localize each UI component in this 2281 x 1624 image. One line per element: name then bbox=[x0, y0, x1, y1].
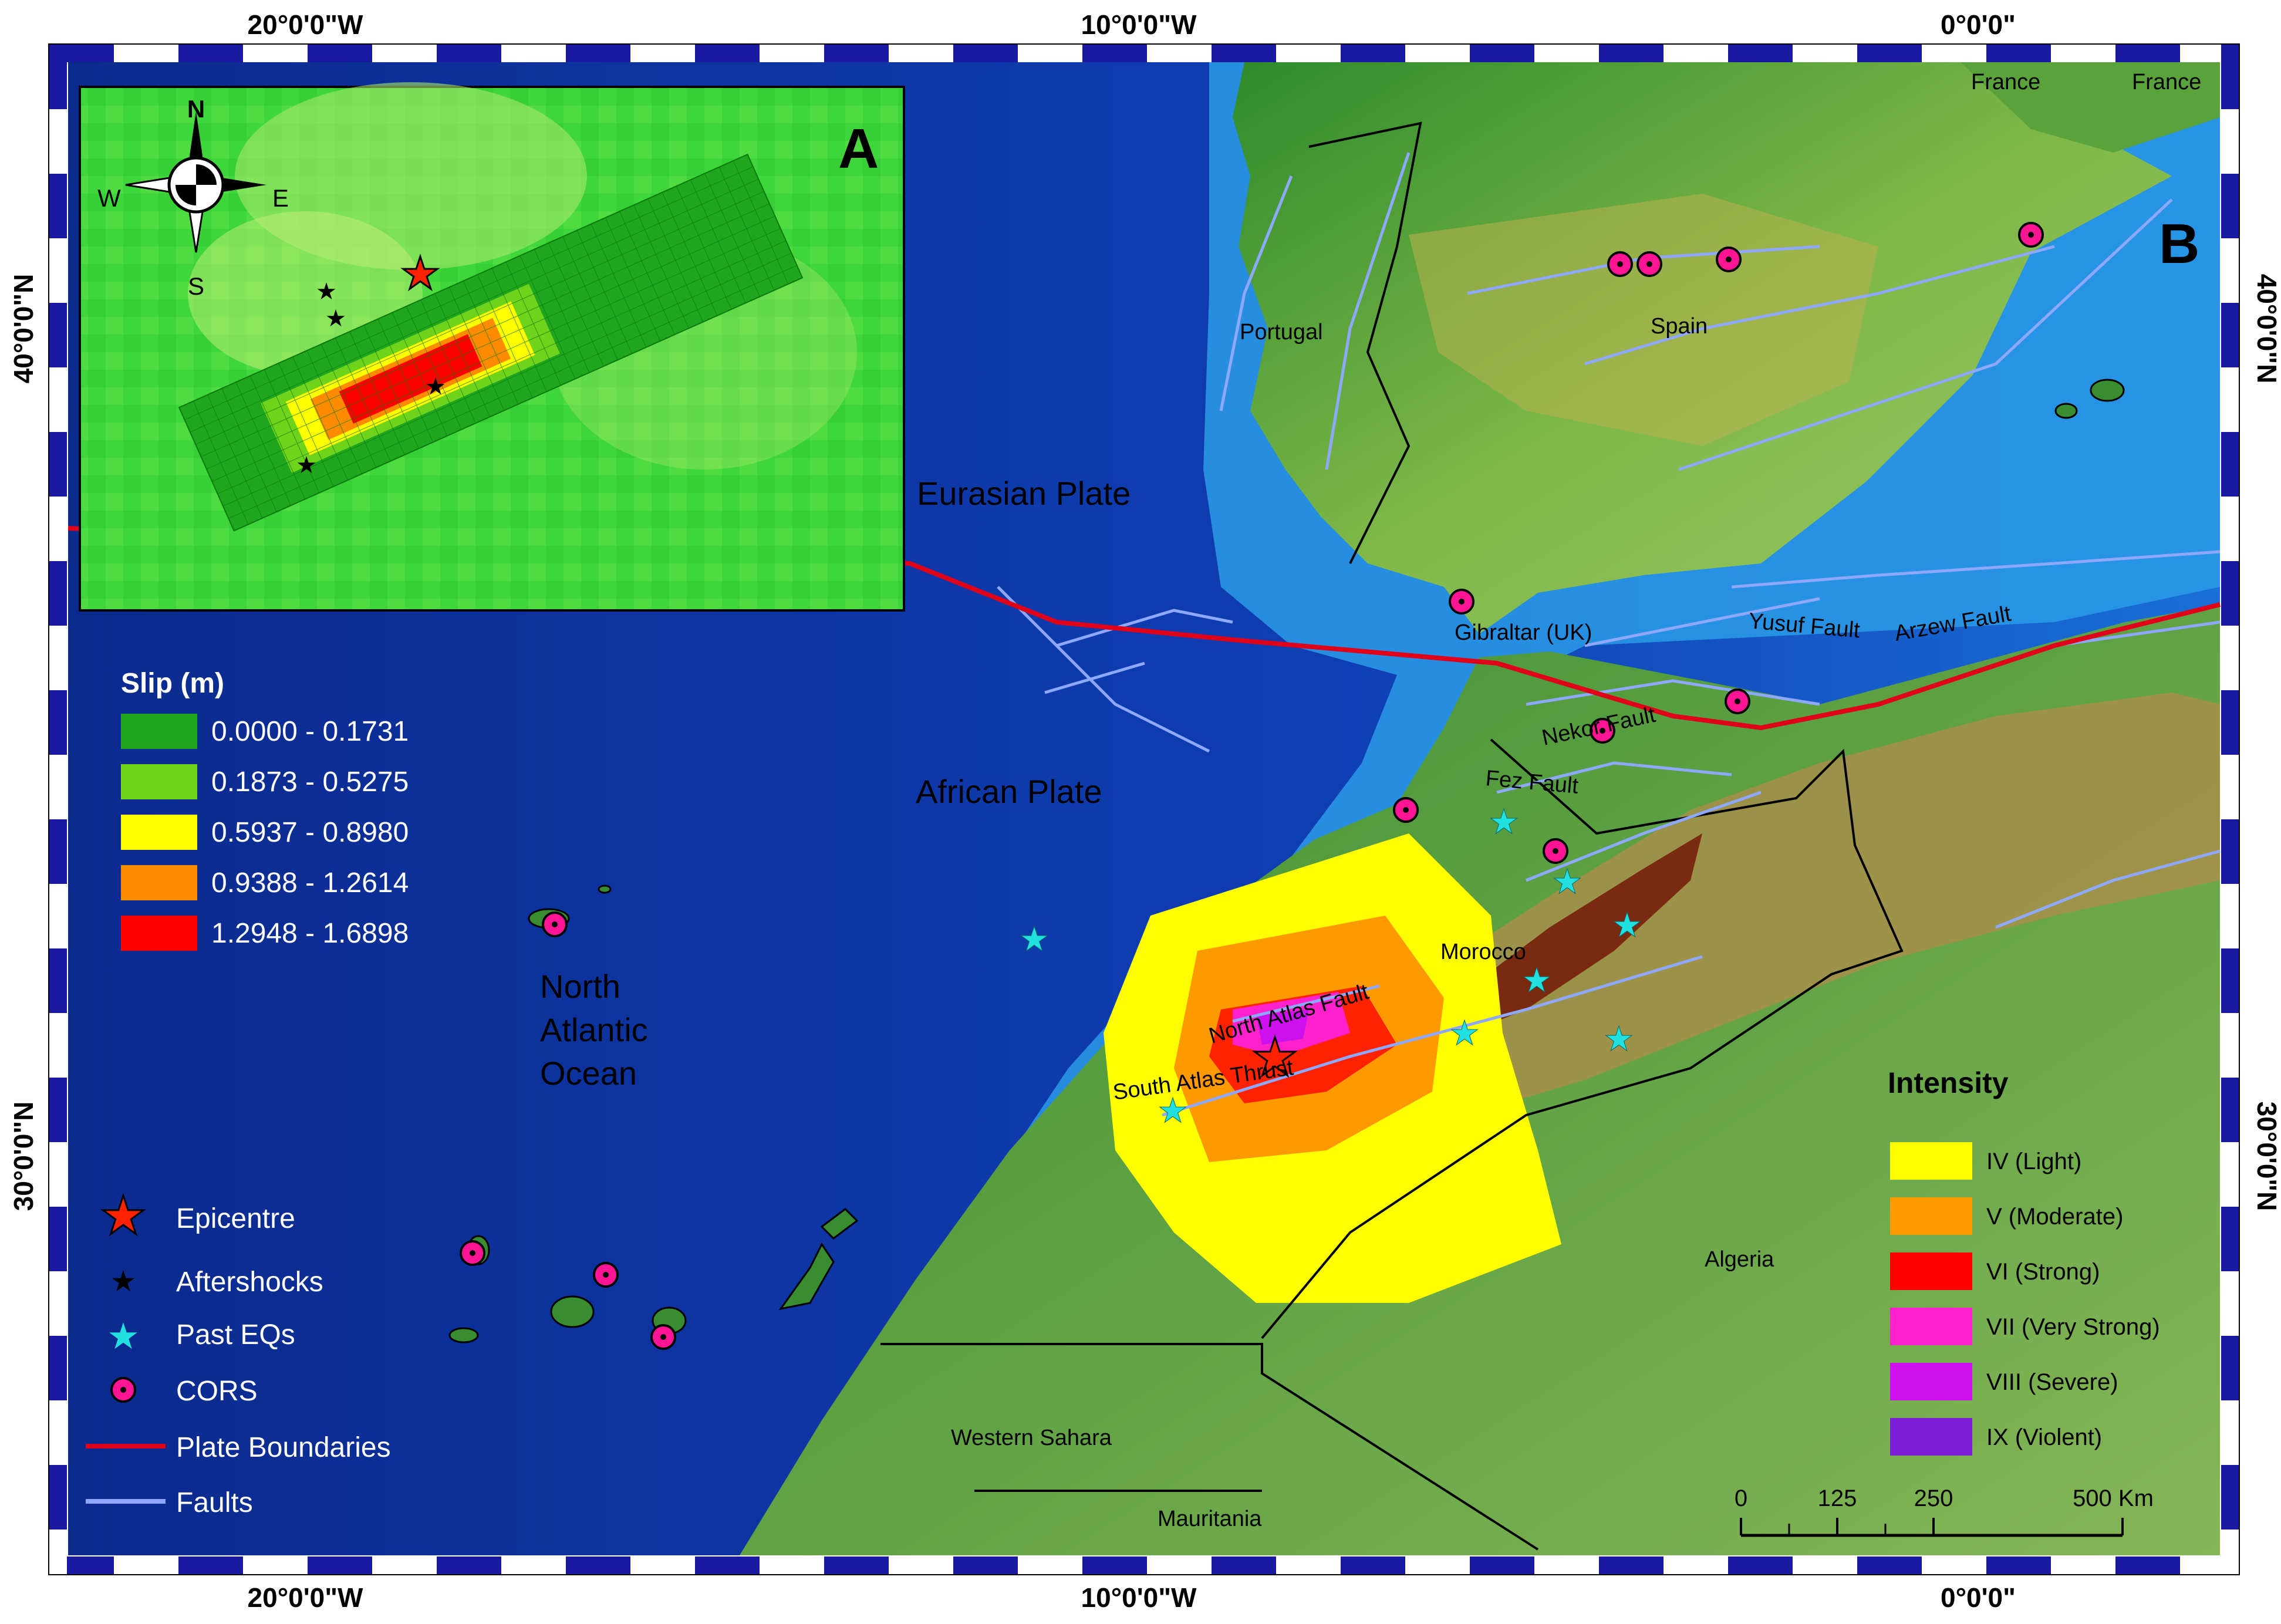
cyan-star-icon: ★ bbox=[1552, 863, 1582, 901]
svg-text:125: 125 bbox=[1818, 1485, 1857, 1511]
svg-text:20°0'0"W: 20°0'0"W bbox=[248, 1582, 363, 1613]
slip-swatch bbox=[121, 916, 197, 951]
iberia-highlands bbox=[1409, 194, 1878, 446]
slip-label: 0.1873 - 0.5275 bbox=[211, 767, 409, 798]
black-star-icon: ★ bbox=[325, 306, 346, 332]
balearic-island bbox=[2090, 379, 2125, 402]
red-star-icon: ★ bbox=[100, 1187, 147, 1245]
intensity-label: V (Moderate) bbox=[1986, 1204, 2123, 1230]
svg-text:0°0'0": 0°0'0" bbox=[1941, 1582, 2016, 1613]
cyan-star-icon: ★ bbox=[1019, 920, 1050, 958]
intensity-swatch bbox=[1890, 1252, 1972, 1290]
svg-text:Algeria: Algeria bbox=[1705, 1247, 1774, 1272]
svg-text:Aftershocks: Aftershocks bbox=[176, 1267, 323, 1298]
intensity-label: VIII (Severe) bbox=[1986, 1369, 2118, 1395]
svg-text:Portugal: Portugal bbox=[1240, 320, 1323, 345]
intensity-legend: Intensity IV (Light) V (Moderate) VI (Stro… bbox=[1888, 1066, 2160, 1456]
svg-text:0°0'0": 0°0'0" bbox=[1941, 9, 2016, 40]
svg-text:Past EQs: Past EQs bbox=[176, 1319, 295, 1350]
svg-text:W: W bbox=[97, 184, 121, 212]
svg-text:Mauritania: Mauritania bbox=[1158, 1507, 1262, 1531]
slip-swatch bbox=[121, 815, 197, 850]
slip-label: 0.5937 - 0.8980 bbox=[211, 817, 409, 848]
svg-text:N: N bbox=[187, 95, 205, 123]
intensity-swatch bbox=[1890, 1418, 1972, 1456]
svg-text:Intensity: Intensity bbox=[1888, 1066, 2009, 1099]
plate-boundary bbox=[68, 526, 2221, 731]
past-eq-markers: ★ ★ ★ ★ ★ ★ ★ ★ bbox=[1019, 803, 1643, 1130]
cyan-star-icon: ★ bbox=[1612, 906, 1642, 944]
svg-text:500 Km: 500 Km bbox=[2073, 1485, 2154, 1511]
scale-bar: 0 125 250 500 Km bbox=[1735, 1485, 2154, 1537]
black-star-icon: ★ bbox=[316, 279, 337, 305]
svg-text:E: E bbox=[272, 184, 289, 212]
intensity-swatch bbox=[1890, 1308, 1972, 1345]
france-land bbox=[1961, 62, 2220, 153]
cyan-star-icon: ★ bbox=[1489, 803, 1519, 841]
cyan-star-icon: ★ bbox=[1521, 961, 1552, 1000]
intensity-swatch bbox=[1890, 1142, 1972, 1180]
cyan-star-icon: ★ bbox=[107, 1316, 140, 1357]
slip-legend: Slip (m) 0.0000 - 0.1731 0.1873 - 0.5275 0… bbox=[121, 668, 409, 951]
panel-a-label: A bbox=[838, 117, 879, 180]
intensity-swatch bbox=[1890, 1363, 1972, 1400]
svg-text:Epicentre: Epicentre bbox=[176, 1203, 295, 1234]
svg-text:Plate Boundaries: Plate Boundaries bbox=[176, 1432, 391, 1463]
svg-text:Ocean: Ocean bbox=[540, 1055, 637, 1092]
epicentre-star-icon: ★ bbox=[400, 249, 440, 299]
slip-label: 1.2948 - 1.6898 bbox=[211, 918, 409, 949]
atlas-peaks bbox=[1456, 833, 1702, 1033]
intensity-label: VI (Strong) bbox=[1986, 1259, 2100, 1285]
svg-text:Slip (m): Slip (m) bbox=[121, 668, 224, 699]
svg-text:40°0'0"N: 40°0'0"N bbox=[2252, 274, 2281, 384]
compass-rose-icon: N S E W bbox=[97, 95, 289, 300]
svg-text:France: France bbox=[1971, 70, 2040, 94]
svg-text:Western Sahara: Western Sahara bbox=[951, 1426, 1112, 1450]
svg-text:0: 0 bbox=[1735, 1485, 1747, 1511]
balearic-island bbox=[2054, 403, 2078, 419]
svg-text:France: France bbox=[2132, 70, 2201, 94]
svg-text:Morocco: Morocco bbox=[1440, 940, 1526, 964]
inset-map-a: ★ ★ ★ ★ ★ A N S E W bbox=[79, 82, 905, 612]
intensity-label: IV (Light) bbox=[1986, 1149, 2081, 1174]
coordinate-labels: 20°0'0"W 10°0'0"W 0°0'0" 20°0'0"W 10°0'0… bbox=[8, 9, 2281, 1613]
svg-text:Atlantic: Atlantic bbox=[540, 1011, 648, 1048]
svg-text:30°0'0"N: 30°0'0"N bbox=[2252, 1102, 2281, 1211]
intensity-label: IX (Violent) bbox=[1986, 1424, 2102, 1450]
panel-b-label: B bbox=[2159, 212, 2199, 275]
svg-text:Gibraltar (UK): Gibraltar (UK) bbox=[1455, 620, 1592, 645]
svg-text:CORS: CORS bbox=[176, 1376, 258, 1407]
atlas-highlands bbox=[1438, 693, 2220, 1115]
black-star-icon: ★ bbox=[110, 1265, 137, 1298]
svg-text:S: S bbox=[188, 272, 204, 300]
country-borders bbox=[880, 121, 1904, 1551]
svg-text:Spain: Spain bbox=[1651, 314, 1708, 339]
svg-text:30°0'0"N: 30°0'0"N bbox=[8, 1102, 39, 1211]
slip-label: 0.9388 - 1.2614 bbox=[211, 867, 409, 899]
slip-swatch bbox=[121, 764, 197, 799]
intensity-zones bbox=[1104, 833, 1561, 1303]
cyan-star-icon: ★ bbox=[1449, 1014, 1480, 1052]
svg-text:40°0'0"N: 40°0'0"N bbox=[8, 274, 39, 384]
intensity-label: VII (Very Strong) bbox=[1986, 1314, 2160, 1340]
epicentre-star-icon: ★ bbox=[1251, 1028, 1299, 1087]
svg-text:African Plate: African Plate bbox=[916, 773, 1102, 810]
slip-swatch bbox=[121, 714, 197, 749]
svg-text:250: 250 bbox=[1914, 1485, 1953, 1511]
svg-text:20°0'0"W: 20°0'0"W bbox=[248, 9, 363, 40]
black-star-icon: ★ bbox=[425, 374, 446, 400]
svg-text:10°0'0"W: 10°0'0"W bbox=[1081, 9, 1197, 40]
slip-label: 0.0000 - 0.1731 bbox=[211, 716, 409, 747]
symbol-legend: ★ ★ ★ Epicentre Aftershocks Past EQs COR… bbox=[86, 1186, 391, 1518]
svg-text:10°0'0"W: 10°0'0"W bbox=[1081, 1582, 1197, 1613]
svg-text:Eurasian Plate: Eurasian Plate bbox=[917, 475, 1131, 512]
svg-text:Faults: Faults bbox=[176, 1487, 253, 1518]
svg-text:North: North bbox=[540, 968, 620, 1005]
cyan-star-icon: ★ bbox=[1604, 1020, 1634, 1058]
slip-swatch bbox=[121, 865, 197, 900]
cyan-star-icon: ★ bbox=[1158, 1092, 1188, 1130]
black-star-icon: ★ bbox=[296, 453, 317, 478]
intensity-swatch bbox=[1890, 1197, 1972, 1235]
